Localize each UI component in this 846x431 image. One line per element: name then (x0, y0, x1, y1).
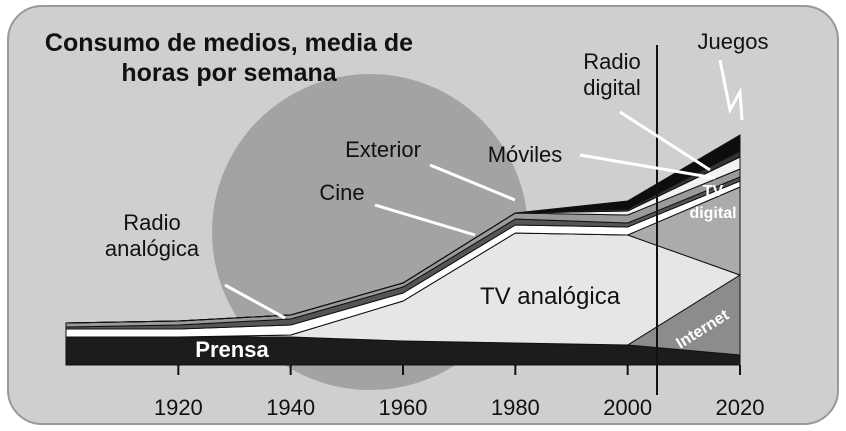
series-label: Radio analógica (82, 210, 222, 262)
series-label: Radio digital (562, 49, 662, 101)
x-tick-label: 1960 (379, 395, 428, 420)
series-label: TV analógica (450, 284, 650, 310)
x-tick-label: 1940 (266, 395, 315, 420)
chart-title: Consumo de medios, media de horas por se… (34, 28, 424, 88)
series-label: Cine (302, 180, 382, 206)
series-label: TV digital (683, 181, 743, 225)
series-label: Exterior (323, 137, 443, 163)
series-label: Juegos (673, 29, 793, 55)
x-tick-label: 1920 (154, 395, 203, 420)
x-tick-label: 1980 (491, 395, 540, 420)
series-label: Móviles (465, 142, 585, 168)
x-tick-label: 2000 (603, 395, 652, 420)
x-tick-label: 2020 (716, 395, 765, 420)
series-label: Prensa (172, 337, 292, 363)
chart: 1920 1940 1960 1980 2000 2020 Consumo de medi… (0, 0, 846, 431)
